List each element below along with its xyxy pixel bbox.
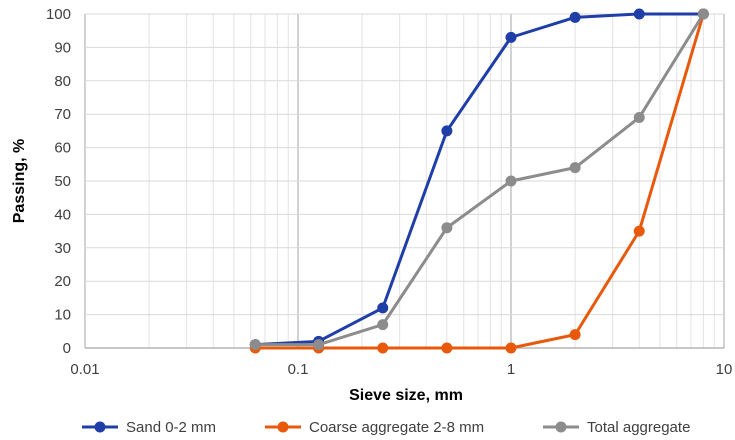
data-point-total-aggregate (697, 8, 709, 20)
series-line-total-aggregate (253, 12, 705, 347)
legend-swatch-marker (555, 421, 567, 433)
y-tick-label: 100 (46, 6, 71, 23)
legend-swatch-marker (94, 421, 106, 433)
series-line-coarse-aggregate-2-8-mm (253, 12, 705, 350)
x-tick-label: 1 (507, 361, 515, 378)
data-point-total-aggregate (313, 339, 325, 351)
legend-label: Coarse aggregate 2-8 mm (309, 419, 484, 436)
y-tick-label: 50 (54, 173, 71, 190)
data-point-coarse-aggregate-2-8-mm (569, 329, 581, 341)
data-point-sand-0-2-mm (569, 11, 581, 23)
x-tick-label: 0.1 (288, 361, 309, 378)
x-axis-title: Sieve size, mm (349, 387, 463, 404)
data-point-coarse-aggregate-2-8-mm (505, 342, 517, 354)
data-point-total-aggregate (441, 222, 453, 234)
y-axis-title: Passing, % (11, 139, 28, 223)
y-tick-label: 40 (54, 206, 71, 223)
y-tick-label: 10 (54, 307, 71, 324)
legend-item-total-aggregate: Total aggregate (543, 419, 690, 436)
y-tick-label: 20 (54, 273, 71, 290)
series-line-sand-0-2-mm (253, 12, 705, 347)
y-tick-label: 60 (54, 140, 71, 157)
data-point-total-aggregate (377, 319, 389, 331)
data-point-sand-0-2-mm (441, 125, 453, 137)
legend-label: Sand 0-2 mm (126, 419, 216, 436)
x-tick-label: 10 (716, 361, 733, 378)
legend-item-sand-0-2-mm: Sand 0-2 mm (82, 419, 216, 436)
legend-item-coarse-aggregate-2-8-mm: Coarse aggregate 2-8 mm (265, 419, 484, 436)
plot-series (249, 8, 709, 354)
legend-swatch-marker (277, 421, 289, 433)
grid (84, 13, 725, 348)
legend: Sand 0-2 mm Coarse aggregate 2-8 mm Total … (82, 419, 690, 436)
data-point-total-aggregate (569, 162, 581, 174)
x-tick-label: 0.01 (70, 361, 99, 378)
data-point-total-aggregate (505, 175, 517, 187)
y-tick-label: 70 (54, 106, 71, 123)
tick-labels: 0 10 20 30 40 50 60 70 80 90 100 0.01 0.1 1 10 (46, 6, 732, 378)
y-tick-label: 0 (63, 340, 71, 357)
y-tick-label: 80 (54, 73, 71, 90)
data-point-total-aggregate (633, 112, 645, 124)
y-tick-label: 90 (54, 39, 71, 56)
data-point-coarse-aggregate-2-8-mm (377, 342, 389, 354)
data-point-coarse-aggregate-2-8-mm (441, 342, 453, 354)
data-point-sand-0-2-mm (377, 302, 389, 314)
data-point-coarse-aggregate-2-8-mm (633, 225, 645, 237)
data-point-sand-0-2-mm (505, 31, 517, 43)
data-point-sand-0-2-mm (633, 8, 645, 20)
y-tick-label: 30 (54, 240, 71, 257)
legend-label: Total aggregate (587, 419, 690, 436)
data-point-total-aggregate (249, 339, 261, 351)
